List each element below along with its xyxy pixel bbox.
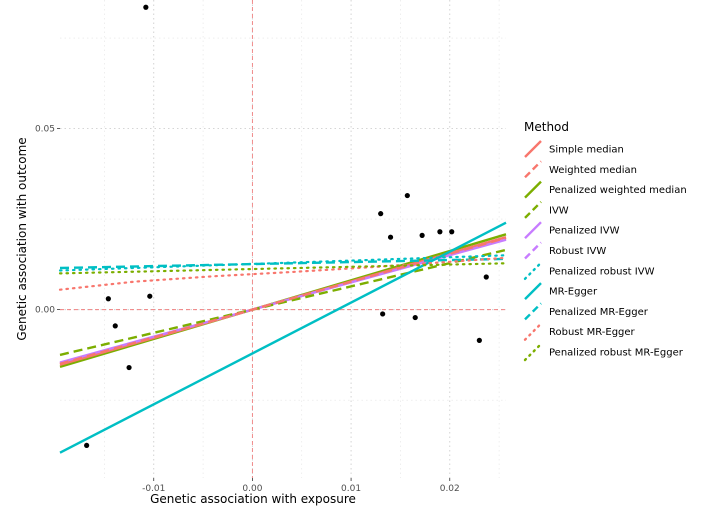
legend-entry: MR-Egger bbox=[524, 282, 598, 301]
legend-entry: Robust IVW bbox=[524, 241, 606, 260]
legend-entry: Penalized robust IVW bbox=[523, 261, 655, 280]
data-point bbox=[143, 4, 149, 10]
legend-key-line bbox=[524, 160, 542, 179]
legend-entry: Robust MR-Egger bbox=[523, 322, 636, 341]
panel-background bbox=[60, 0, 506, 478]
legend-entry: Penalized MR-Egger bbox=[524, 302, 649, 321]
legend-key-line bbox=[523, 261, 543, 280]
legend-key-line bbox=[524, 180, 542, 199]
legend-entry: Penalized IVW bbox=[524, 221, 620, 240]
legend-label: Penalized weighted median bbox=[549, 185, 687, 196]
data-point bbox=[449, 229, 455, 235]
data-point bbox=[84, 442, 90, 449]
x-axis-title: Genetic association with exposure bbox=[150, 492, 356, 506]
fit-line-ivw bbox=[59, 248, 507, 357]
legend-entry: Penalized weighted median bbox=[524, 180, 687, 199]
legend-label: Robust MR-Egger bbox=[549, 327, 636, 338]
y-tick-label: 0.00 bbox=[35, 306, 55, 316]
legend-key-line bbox=[524, 282, 542, 300]
data-point bbox=[404, 192, 410, 199]
x-tick-label: 0.01 bbox=[341, 484, 361, 494]
fit-line-penalized-robust-ivw bbox=[58, 254, 508, 272]
data-point bbox=[105, 296, 111, 302]
data-point bbox=[419, 232, 425, 238]
data-point bbox=[380, 311, 386, 317]
legend-label: Weighted median bbox=[549, 165, 637, 176]
x-tick-label: 0.02 bbox=[440, 484, 460, 494]
legend-entry: Penalized robust MR-Egger bbox=[523, 342, 684, 362]
fit-line-penalized-mr-egger bbox=[59, 257, 507, 270]
legend-key-line bbox=[523, 322, 543, 341]
x-tick-label: 0.00 bbox=[242, 484, 262, 494]
legend-label: Robust IVW bbox=[549, 246, 606, 257]
y-axis-title: Genetic association with outcome bbox=[15, 137, 29, 340]
axes: -0.01 0.00 0.01 0.02 0.00 0.05 bbox=[35, 125, 460, 494]
data-point bbox=[387, 234, 394, 240]
data-point bbox=[437, 229, 443, 235]
y-tick-label: 0.05 bbox=[35, 125, 55, 135]
reference-lines bbox=[60, 0, 506, 478]
legend-label: Penalized IVW bbox=[549, 226, 620, 237]
legend-key-line bbox=[524, 302, 542, 321]
legend-label: Simple median bbox=[549, 145, 624, 156]
legend-key-line bbox=[524, 241, 542, 260]
legend-label: IVW bbox=[549, 205, 569, 216]
fit-line-penalized-robust-mr-egger bbox=[58, 262, 508, 275]
fit-lines bbox=[58, 221, 508, 454]
legend-entry: Weighted median bbox=[524, 160, 637, 179]
legend-key-line bbox=[524, 201, 542, 219]
fit-line-robust-mr-egger bbox=[58, 256, 508, 291]
legend: Method Simple median Weighted median Penal… bbox=[523, 120, 687, 362]
data-points bbox=[84, 4, 489, 449]
data-point bbox=[476, 337, 482, 343]
data-point bbox=[483, 274, 489, 280]
legend-label: Penalized robust IVW bbox=[549, 266, 655, 277]
legend-entry: IVW bbox=[524, 200, 569, 219]
data-point bbox=[126, 364, 132, 371]
legend-title: Method bbox=[524, 120, 569, 134]
data-point bbox=[412, 314, 418, 321]
legend-key-line bbox=[524, 140, 542, 158]
legend-key-line bbox=[524, 221, 542, 240]
x-tick-label: -0.01 bbox=[142, 484, 165, 494]
legend-label: Penalized robust MR-Egger bbox=[549, 348, 684, 359]
legend-label: Penalized MR-Egger bbox=[549, 307, 649, 318]
legend-label: MR-Egger bbox=[549, 287, 598, 298]
data-point bbox=[147, 293, 153, 299]
data-point bbox=[112, 323, 118, 329]
legend-key-line bbox=[523, 342, 543, 362]
data-point bbox=[378, 211, 384, 217]
legend-entry: Simple median bbox=[524, 140, 624, 158]
